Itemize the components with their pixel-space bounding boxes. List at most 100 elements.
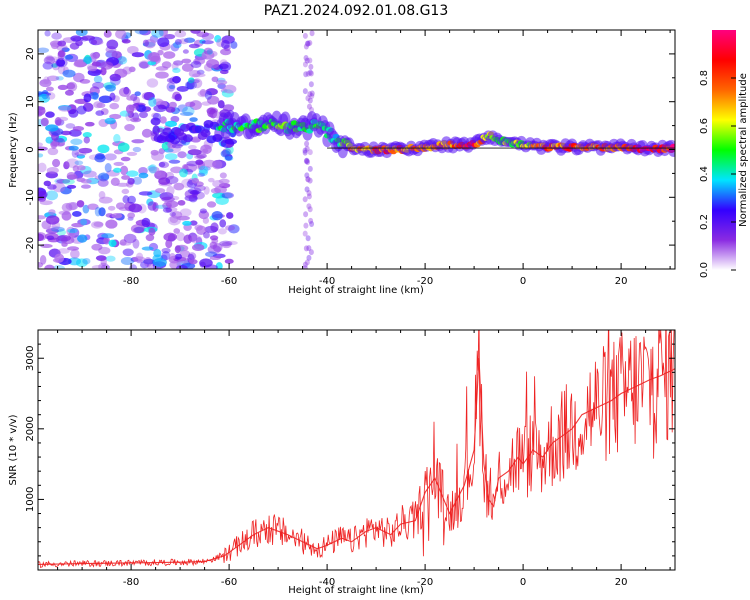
spectrogram-noise-blob xyxy=(200,144,212,155)
spectrogram-noise-blob xyxy=(109,73,121,82)
spectrogram-noise-blob xyxy=(179,168,188,178)
spectrogram-noise-blob xyxy=(90,53,100,60)
spectrogram-noise-blob xyxy=(173,228,181,234)
snr-xtick-label: -60 xyxy=(221,577,237,588)
spectrogram-noise-blob xyxy=(48,209,56,215)
spectrogram-noise-blob xyxy=(111,213,123,219)
spectrogram-noise-blob xyxy=(305,176,311,183)
spectrogram-noise-blob xyxy=(78,147,93,154)
colorbar-label: Normalized spectral amplitude xyxy=(738,73,749,227)
spectrogram-noise-blob xyxy=(151,151,164,161)
spectrogram-noise-blob xyxy=(309,30,315,37)
spectrogram-noise-blob xyxy=(45,190,59,201)
spectrogram-noise-blob xyxy=(105,84,116,92)
spectrogram-noise-blob xyxy=(121,188,130,195)
spectrogram-noise-blob xyxy=(64,89,74,96)
spectrogram-noise-blob xyxy=(151,30,164,38)
spectrogram-noise-blob xyxy=(139,30,151,36)
spectrogram-noise-blob xyxy=(39,200,53,206)
spectrogram-noise-blob xyxy=(164,153,178,161)
spectrogram-noise-blob xyxy=(191,177,199,184)
spectrogram-noise-blob xyxy=(174,39,182,45)
spectrogram-noise-blob xyxy=(66,174,78,180)
spectrogram-noise-blob xyxy=(67,228,78,234)
spectrogram-noise-blob xyxy=(303,222,309,229)
spectrogram-noise-blob xyxy=(40,117,49,127)
spectrogram-noise-blob xyxy=(304,57,310,64)
spectrogram-noise-blob xyxy=(190,30,201,34)
spectrogram-noise-blob xyxy=(56,178,71,184)
spectrogram-noise-blob xyxy=(302,149,308,156)
spectrogram-noise-blob xyxy=(92,81,105,89)
spectrogram-noise-blob xyxy=(172,76,181,84)
spectrogram-noise-blob xyxy=(309,93,315,100)
spectrogram-noise-blob xyxy=(202,159,217,168)
spectrogram-noise-blob xyxy=(43,56,56,65)
spectrogram-noise-blob xyxy=(132,238,140,249)
snr-ytick-label: 3000 xyxy=(25,346,36,371)
snr-ytick-label: 2000 xyxy=(25,416,36,441)
spectrogram-noise-blob xyxy=(307,206,313,213)
spectrogram-noise-blob xyxy=(176,264,188,269)
spectrogram-noise-blob xyxy=(146,52,160,63)
spectrogram-noise-blob xyxy=(61,202,73,212)
spectrogram-noise-blob xyxy=(55,76,64,81)
spectrogram-noise-blob xyxy=(45,136,54,144)
spectrogram-noise-blob xyxy=(47,225,60,231)
spectrogram-noise-blob xyxy=(224,258,234,264)
spectrogram-marks xyxy=(38,30,675,269)
spectrogram-noise-blob xyxy=(82,257,91,265)
spectrogram-noise-blob xyxy=(188,69,201,78)
spectrogram-noise-blob xyxy=(174,93,182,102)
spectrogram-noise-blob xyxy=(306,190,312,197)
spectrogram-noise-blob xyxy=(219,219,227,228)
spectrogram-noise-blob xyxy=(218,178,230,184)
spectrogram-noise-blob xyxy=(305,159,311,166)
spectrogram-noise-blob xyxy=(38,190,48,199)
spectrogram-noise-blob xyxy=(168,101,177,109)
colorbar-tick-label: 0.6 xyxy=(699,118,710,134)
spectrogram-noise-blob xyxy=(308,217,314,224)
spectrogram-noise-blob xyxy=(228,224,240,234)
spectrogram-noise-blob xyxy=(64,54,74,60)
spectrogram-noise-blob xyxy=(170,115,180,123)
spectrogram-noise-blob xyxy=(72,211,82,217)
spectrogram-noise-blob xyxy=(79,79,91,84)
spectrogram-noise-blob xyxy=(94,206,102,217)
spectrogram-noise-blob xyxy=(67,246,80,251)
spectrogram-noise-blob xyxy=(182,49,189,54)
spectrogram-noise-blob xyxy=(39,79,52,88)
spectrogram-noise-blob xyxy=(71,148,79,158)
spectrogram-noise-blob xyxy=(56,229,67,236)
spectrogram-noise-blob xyxy=(127,195,136,204)
spectrogram-noise-blob xyxy=(38,262,43,268)
spectrogram-noise-blob xyxy=(165,207,173,213)
spectrogram-noise-blob xyxy=(125,111,132,122)
spectrogram-noise-blob xyxy=(38,146,48,151)
spectrogram-noise-blob xyxy=(82,170,97,178)
spectrogram-noise-blob xyxy=(161,247,171,254)
spectrogram-noise-blob xyxy=(182,106,195,116)
spectrogram-noise-blob xyxy=(154,188,166,194)
spectrogram-noise-blob xyxy=(220,149,231,158)
spectrogram-noise-blob xyxy=(185,101,196,107)
spectrogram-noise-blob xyxy=(76,165,86,171)
spectrogram-noise-blob xyxy=(45,86,54,92)
spectrogram-noise-blob xyxy=(308,249,314,256)
spectrogram-noise-blob xyxy=(143,258,155,265)
spectrogram-noise-blob xyxy=(98,172,110,182)
spectrogram-noise-blob xyxy=(62,178,75,185)
spectrogram-noise-blob xyxy=(115,202,126,210)
spectrogram-noise-blob xyxy=(57,234,72,242)
spectrogram-noise-blob xyxy=(172,41,182,49)
spectrogram-xtick-label: -80 xyxy=(123,276,139,287)
spectrogram-noise-blob xyxy=(104,153,117,161)
spectrogram-noise-blob xyxy=(100,174,110,181)
spectrogram-noise-blob xyxy=(307,69,313,76)
spectrogram-noise-blob xyxy=(138,191,153,196)
colorbar-tick-label: 0.8 xyxy=(699,70,710,86)
spectrogram-noise-blob xyxy=(103,30,112,38)
spectrogram-noise-blob xyxy=(214,34,222,43)
spectrogram-noise-blob xyxy=(166,82,176,92)
spectrogram-noise-blob xyxy=(66,184,77,189)
